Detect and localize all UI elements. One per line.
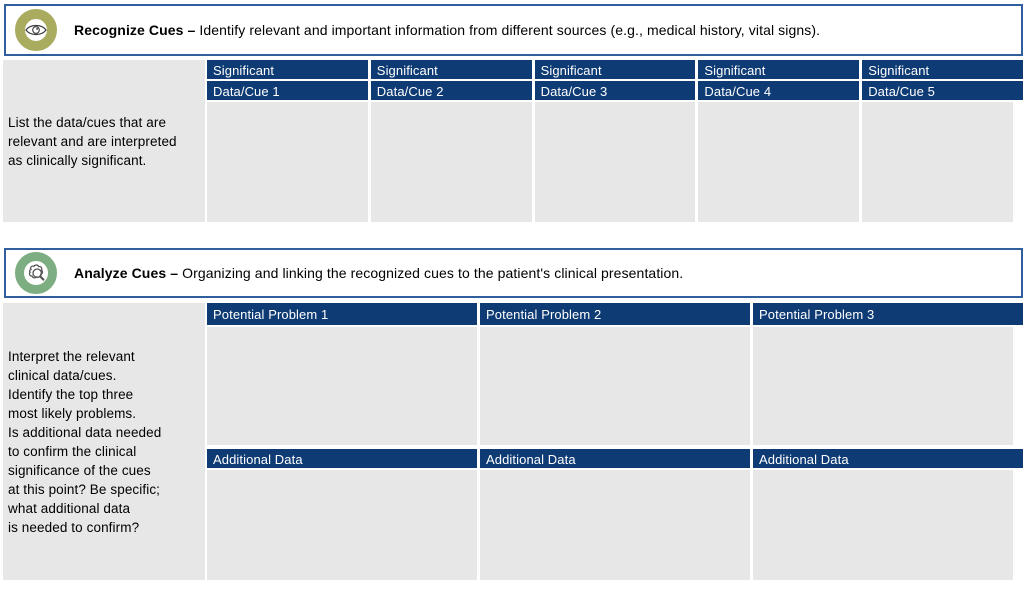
- table-right-whitespace: [1013, 470, 1023, 580]
- potential-problem-input-row: [207, 327, 1023, 445]
- additional-data-header-1: Additional Data: [207, 449, 477, 468]
- potential-problem-input-1[interactable]: [207, 327, 477, 445]
- potential-problem-header-2: Potential Problem 2: [480, 303, 750, 325]
- data-cue-header-1: Data/Cue 1: [207, 81, 368, 100]
- section-title-description: Organizing and linking the recognized cu…: [182, 265, 684, 281]
- significant-header-2: Significant: [370, 60, 532, 79]
- recognize-cues-header-box: Recognize Cues – Identify relevant and i…: [4, 4, 1023, 56]
- data-cue-header-row: Data/Cue 1 Data/Cue 2 Data/Cue 3 Data/Cu…: [207, 81, 1023, 100]
- potential-problem-header-3: Potential Problem 3: [753, 303, 1023, 325]
- section-title-bold: Recognize Cues –: [74, 22, 200, 38]
- analyze-columns: Potential Problem 1 Potential Problem 2 …: [207, 303, 1023, 580]
- significant-header-5: Significant: [862, 60, 1023, 79]
- significant-header-4: Significant: [698, 60, 860, 79]
- recognize-row-label: List the data/cues that are relevant and…: [3, 60, 205, 222]
- potential-problem-input-2[interactable]: [480, 327, 750, 445]
- recognize-columns: Significant Significant Significant Sign…: [207, 60, 1023, 222]
- data-cue-header-2: Data/Cue 2: [370, 81, 532, 100]
- section-title-bold: Analyze Cues –: [74, 265, 183, 281]
- data-cue-header-4: Data/Cue 4: [698, 81, 860, 100]
- recognize-cues-table: List the data/cues that are relevant and…: [0, 60, 1023, 222]
- data-cue-header-3: Data/Cue 3: [534, 81, 696, 100]
- data-cue-input-5[interactable]: [862, 102, 1023, 222]
- significant-header-row: Significant Significant Significant Sign…: [207, 60, 1023, 79]
- data-cue-input-row: [207, 102, 1023, 222]
- additional-data-input-3[interactable]: [753, 470, 1023, 580]
- potential-problem-header-1: Potential Problem 1: [207, 303, 477, 325]
- additional-data-input-row: [207, 470, 1023, 580]
- recognize-cues-title: Recognize Cues – Identify relevant and i…: [74, 22, 820, 38]
- analyze-cues-table: Interpret the relevant clinical data/cue…: [0, 303, 1023, 580]
- potential-problem-header-row: Potential Problem 1 Potential Problem 2 …: [207, 303, 1023, 325]
- eye-icon: [15, 9, 57, 51]
- additional-data-input-1[interactable]: [207, 470, 477, 580]
- additional-data-header-3: Additional Data: [753, 449, 1023, 468]
- potential-problem-input-3[interactable]: [753, 327, 1023, 445]
- additional-data-header-2: Additional Data: [480, 449, 750, 468]
- analyze-cues-header-box: Analyze Cues – Organizing and linking th…: [4, 248, 1023, 298]
- data-cue-input-1[interactable]: [207, 102, 368, 222]
- significant-header-1: Significant: [207, 60, 368, 79]
- significant-header-3: Significant: [534, 60, 696, 79]
- data-cue-input-3[interactable]: [534, 102, 696, 222]
- additional-data-input-2[interactable]: [480, 470, 750, 580]
- data-cue-input-2[interactable]: [370, 102, 532, 222]
- data-cue-input-4[interactable]: [698, 102, 860, 222]
- additional-data-header-row: Additional Data Additional Data Addition…: [207, 449, 1023, 468]
- analyze-row-label: Interpret the relevant clinical data/cue…: [3, 303, 205, 580]
- table-right-whitespace: [1013, 327, 1023, 445]
- table-right-whitespace: [1013, 102, 1023, 222]
- analyze-cues-title: Analyze Cues – Organizing and linking th…: [74, 265, 683, 281]
- data-cue-header-5: Data/Cue 5: [862, 81, 1023, 100]
- section-title-description: Identify relevant and important informat…: [199, 22, 821, 38]
- brain-search-icon: [15, 252, 57, 294]
